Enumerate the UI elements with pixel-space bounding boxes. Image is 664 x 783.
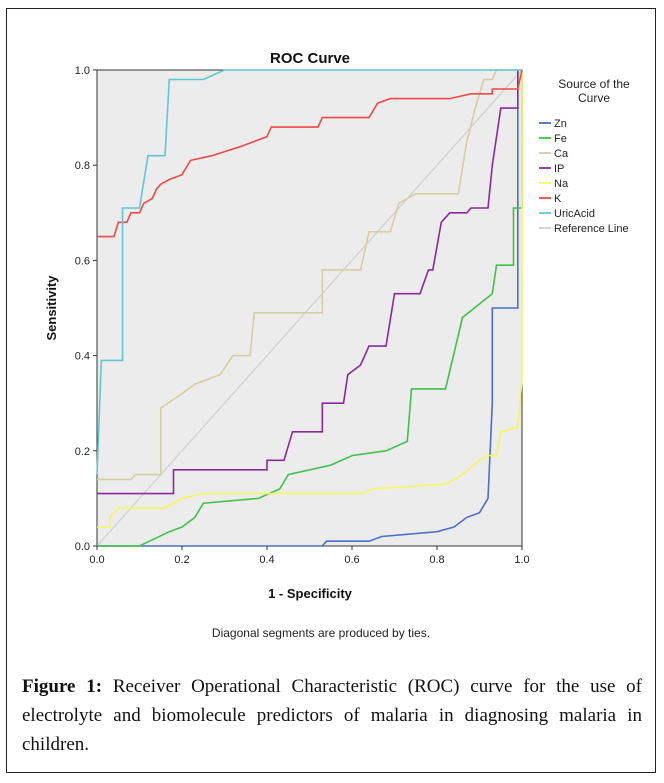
series-line-reference-line (96, 69, 523, 547)
y-tick-label: 1.0 (75, 65, 90, 77)
series-layer (96, 69, 523, 547)
series-line-zn (97, 70, 519, 547)
legend-title-line-2: Curve (578, 91, 610, 105)
legend-entry-label: Ca (554, 148, 569, 160)
caption-text: Receiver Operational Characteristic (ROC… (22, 676, 642, 755)
series-line-uricacid (96, 69, 522, 475)
x-tick-label: 0.4 (259, 554, 274, 566)
legend-title-line-1: Source of the (558, 77, 630, 91)
caption-label: Figure 1: (22, 676, 103, 697)
legend-entry-label: IP (554, 163, 564, 175)
legend-entry-label: K (554, 193, 562, 205)
y-tick-label: 0.8 (75, 160, 90, 172)
legend-entry-label: UricAcid (554, 208, 595, 220)
x-tick-label: 0.0 (89, 554, 104, 566)
series-line-fe (97, 70, 523, 547)
legend-entry-label: Zn (554, 118, 567, 130)
x-axis-label: 1 - Specificity (268, 586, 353, 601)
legend: Source of the Curve Zn Fe Ca IP Na K UricAcid R… (539, 77, 630, 235)
legend-entry-label: Reference Line (554, 223, 629, 235)
y-axis-label: Sensitivity (44, 275, 59, 341)
y-tick-label: 0.4 (75, 351, 90, 363)
legend-entry-label: Fe (554, 133, 567, 145)
series-line-k (97, 69, 523, 238)
series-line-na (97, 70, 523, 528)
chart-title: ROC Curve (270, 50, 350, 67)
series-line-ip (97, 70, 519, 495)
axis-layer: 0.0 0.2 0.4 0.6 0.8 1.0 0.0 0.2 0.4 0.6 0.8 1.0 (75, 65, 530, 566)
legend-entry-label: Na (554, 178, 569, 190)
y-tick-label: 0.2 (75, 446, 90, 458)
x-tick-label: 0.6 (344, 554, 359, 566)
series-line-ca (97, 69, 522, 481)
x-tick-label: 0.2 (174, 554, 189, 566)
y-tick-label: 0.0 (75, 541, 90, 553)
x-tick-label: 1.0 (514, 554, 529, 566)
figure-caption: Figure 1: Receiver Operational Character… (22, 672, 642, 759)
footnote: Diagonal segments are produced by ties. (212, 626, 430, 640)
y-tick-label: 0.6 (75, 255, 90, 267)
x-tick-label: 0.8 (429, 554, 444, 566)
